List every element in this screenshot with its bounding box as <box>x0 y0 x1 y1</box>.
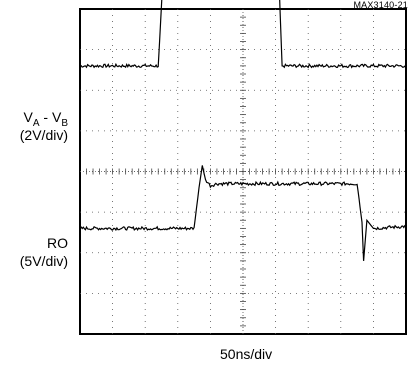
trace-label-sub-b: B <box>61 117 68 129</box>
scope-grid <box>79 8 407 335</box>
trace-label-ro-text: RO <box>47 235 68 251</box>
trace-label-ro: RO (5V/div) <box>4 234 68 270</box>
trace-label-v: V <box>23 109 33 125</box>
trace-scale-b: (5V/div) <box>19 253 68 269</box>
scope-traces <box>79 0 407 261</box>
figure-id: MAX3140-21 <box>353 0 408 10</box>
trace-label-va-vb: VA - VB (2V/div) <box>4 108 68 144</box>
x-axis-label: 50ns/div <box>220 346 273 362</box>
trace-line-va-vb <box>79 0 407 69</box>
trace-line-ro <box>79 165 407 261</box>
trace-scale-a: (2V/div) <box>19 127 68 143</box>
trace-label-dash-v: - V <box>39 109 62 125</box>
trace-label-sub-a: A <box>32 117 40 129</box>
